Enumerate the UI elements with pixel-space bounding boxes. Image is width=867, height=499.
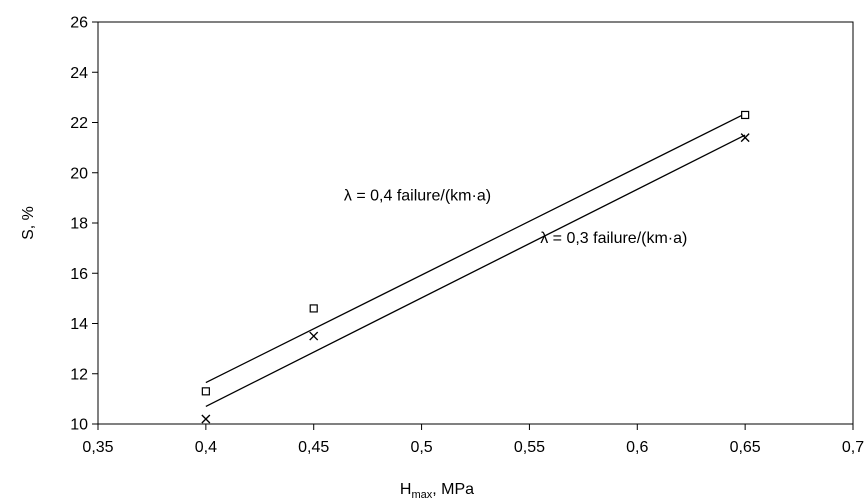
x-axis-title-sub: max: [411, 489, 432, 499]
x-tick-label: 0,6: [626, 439, 648, 456]
y-axis-title: S, %: [20, 206, 37, 240]
x-tick-label: 0,5: [410, 439, 432, 456]
trendline-series-2: [205, 134, 746, 407]
y-axis-ticks: 10 12 14 16 18 20 22 24 26: [70, 15, 98, 434]
plot-area: [97, 21, 854, 425]
trendline-series-1: [205, 113, 746, 384]
data-point-x: [740, 133, 750, 143]
y-tick-label: 20: [70, 165, 88, 182]
x-tick-label: 0,7: [842, 439, 864, 456]
series-annotation: λ = 0,4 failure/(km·a): [344, 187, 491, 204]
data-point-square: [201, 387, 210, 396]
x-tick-label: 0,35: [82, 439, 113, 456]
data-point-square: [309, 304, 318, 313]
x-tick-label: 0,45: [298, 439, 329, 456]
data-point-square: [741, 110, 750, 120]
x-axis-title-rest: , MPa: [432, 481, 474, 498]
x-tick-label: 0,65: [730, 439, 761, 456]
y-tick-label: 16: [70, 266, 88, 283]
y-tick-label: 10: [70, 417, 88, 434]
x-tick-label: 0,4: [195, 439, 217, 456]
y-tick-label: 24: [70, 65, 88, 82]
x-tick-label: 0,55: [514, 439, 545, 456]
x-axis-ticks: 0,35 0,4 0,45 0,5 0,55 0,6 0,65 0,7: [82, 424, 864, 456]
y-tick-label: 22: [70, 115, 88, 132]
series-annotation: λ = 0,3 failure/(km·a): [540, 230, 687, 247]
x-axis-title-main: H: [400, 481, 412, 498]
data-point-x: [201, 414, 211, 424]
y-tick-label: 14: [70, 316, 88, 333]
y-tick-label: 26: [70, 15, 88, 32]
annotations: λ = 0,4 failure/(km·a) λ = 0,3 failure/(k…: [344, 187, 687, 247]
trendlines: [205, 113, 746, 407]
y-tick-label: 12: [70, 366, 88, 383]
markers: [201, 110, 750, 424]
data-point-x: [309, 331, 319, 341]
x-axis-title: Hmax, MPa: [400, 481, 474, 499]
y-tick-label: 18: [70, 216, 88, 233]
